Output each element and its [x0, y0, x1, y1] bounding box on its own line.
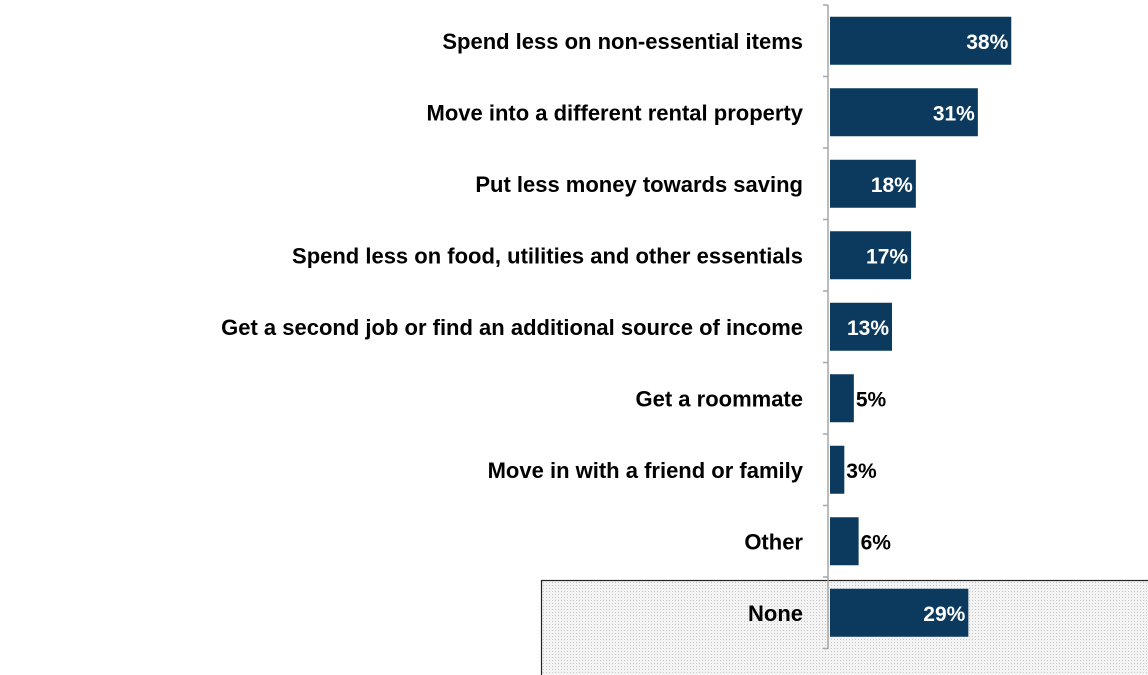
- bar-put-less-money-towards-saving: [830, 159, 916, 208]
- bar-spend-less-on-food-utilities-and-other-essentials: [830, 231, 912, 280]
- bar-other: [830, 517, 859, 566]
- category-label: Spend less on non-essential items: [442, 29, 803, 54]
- category-label: None: [748, 601, 803, 626]
- value-label: 38%: [966, 31, 1008, 54]
- value-label: 31%: [933, 102, 975, 125]
- value-label: 29%: [923, 603, 965, 626]
- value-label: 13%: [847, 317, 889, 340]
- value-label: 17%: [866, 245, 908, 268]
- bar-none: [830, 588, 969, 637]
- category-label: Put less money towards saving: [475, 172, 803, 197]
- value-label: 5%: [856, 388, 887, 411]
- category-label: Spend less on food, utilities and other …: [292, 243, 803, 268]
- bar-get-a-second-job-or-find-an-additional-source-of-income: [830, 302, 893, 351]
- category-label: Move in with a friend or family: [488, 458, 804, 483]
- value-label: 6%: [861, 531, 892, 554]
- bar-move-in-with-a-friend-or-family: [830, 445, 845, 494]
- category-label: Get a second job or find an additional s…: [221, 315, 803, 340]
- bar-get-a-roommate: [830, 374, 854, 423]
- value-label: 18%: [871, 174, 913, 197]
- bar-spend-less-on-non-essential-items: [830, 16, 1012, 65]
- category-label: Other: [744, 529, 803, 554]
- bar-move-into-a-different-rental-property: [830, 88, 978, 137]
- category-label: Move into a different rental property: [427, 100, 804, 125]
- category-label: Get a roommate: [636, 386, 804, 411]
- value-label: 3%: [846, 460, 877, 483]
